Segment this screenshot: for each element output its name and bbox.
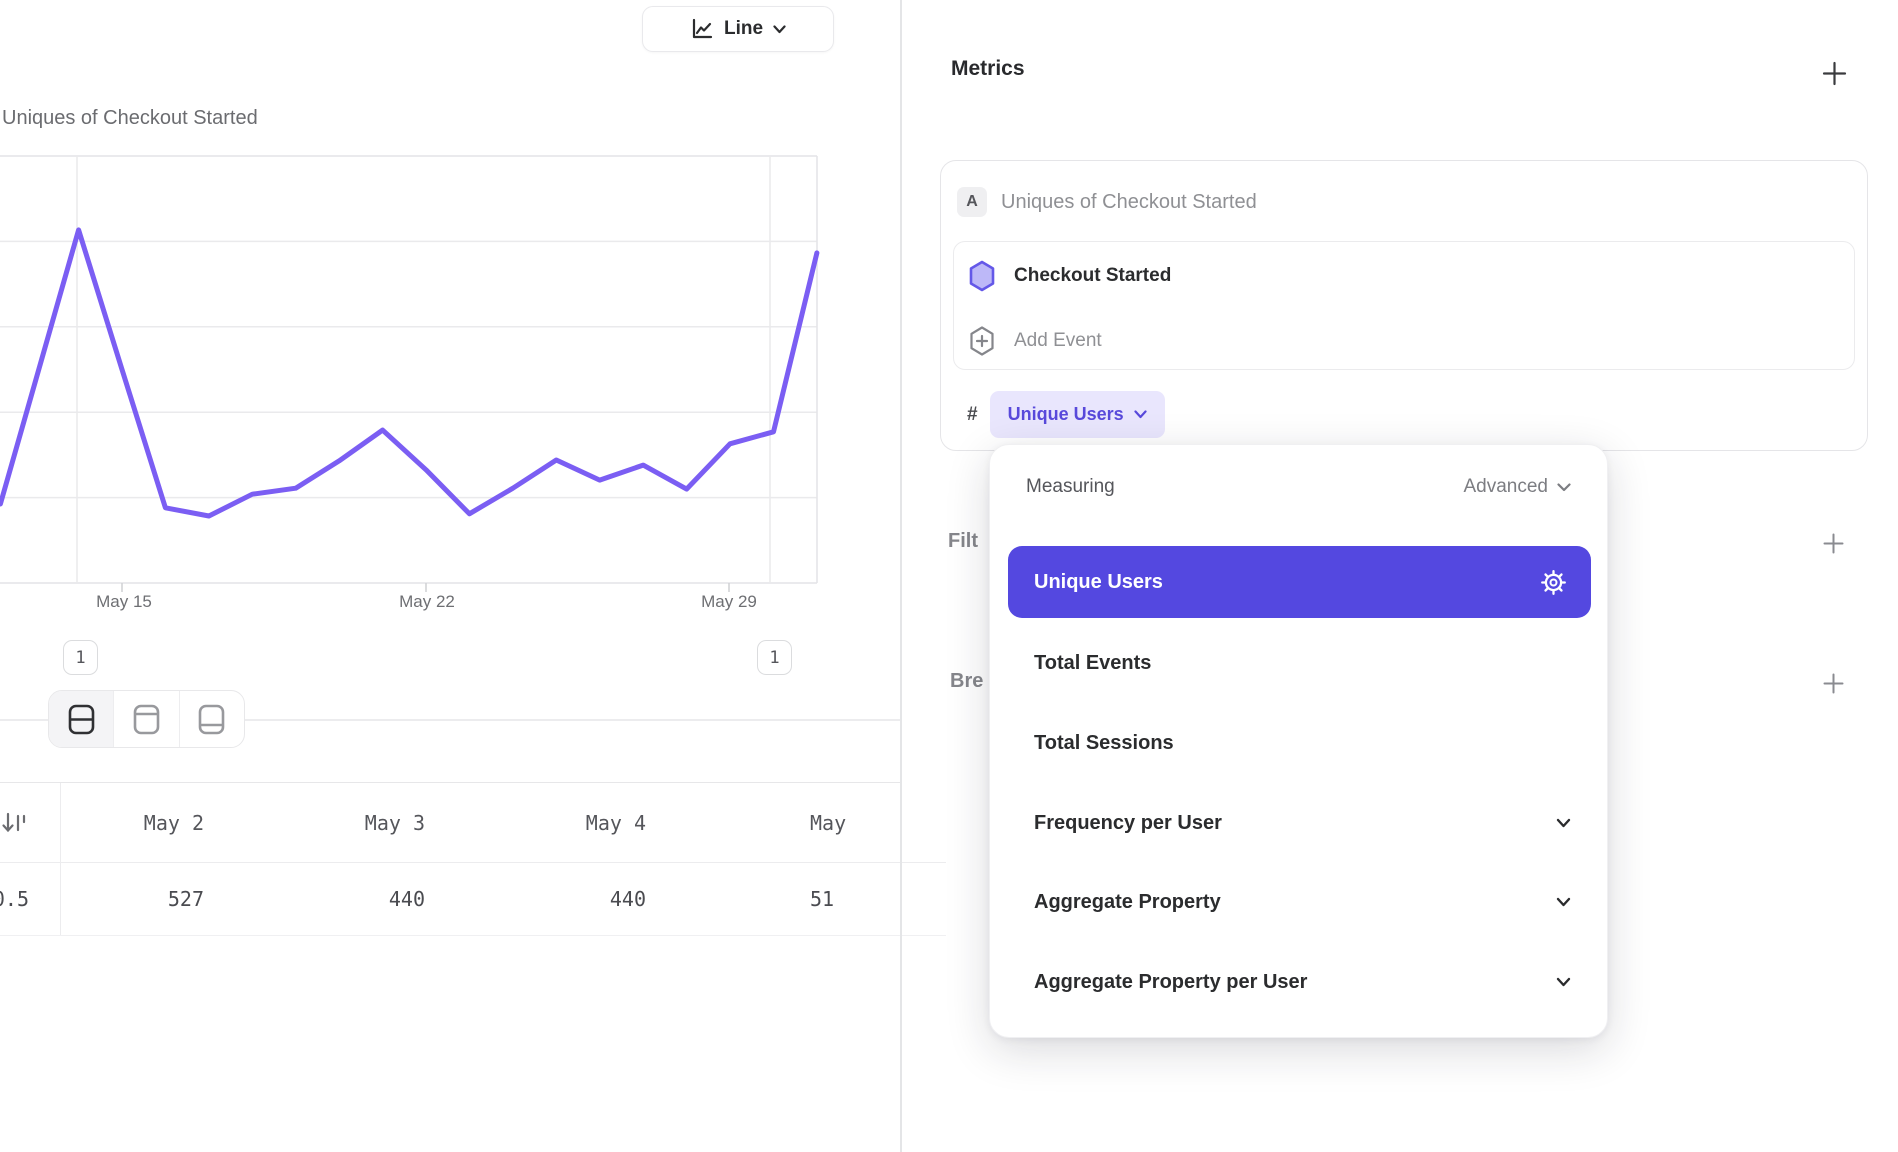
option-frequency-per-user[interactable]: Frequency per User [1034,800,1571,846]
option-total-events[interactable]: Total Events [1034,640,1571,686]
dropdown-header: Measuring Advanced [1026,476,1571,498]
section-divider [0,719,900,721]
option-label: Total Events [1034,651,1152,674]
table-value: 51 [810,887,835,911]
option-label: Frequency per User [1034,811,1222,834]
metric-title-row[interactable]: A Uniques of Checkout Started [957,187,1257,217]
annotation-badge[interactable]: 1 [757,640,792,675]
measure-row: # Unique Users [967,391,1165,438]
split-view-icon [68,704,95,735]
event-hexagon-icon [968,260,996,292]
top-panel-icon [133,704,160,735]
measurement-chip[interactable]: Unique Users [989,391,1165,438]
add-breakdown-button[interactable] [1823,673,1844,694]
advanced-toggle[interactable]: Advanced [1463,476,1571,498]
layout-split-button[interactable] [49,691,114,747]
option-label: Aggregate Property [1034,890,1221,913]
metric-letter-badge: A [957,187,987,217]
metric-card: A Uniques of Checkout Started Checkout S… [940,160,1868,451]
annotation-badge[interactable]: 1 [63,640,98,675]
results-table: May 2 May 3 May 4 May 0.5 527 440 440 51 [0,782,946,936]
plus-icon [1823,533,1844,554]
selected-option-label: Unique Users [1034,570,1163,593]
chevron-down-icon [1134,410,1147,419]
chevron-down-icon [1557,482,1571,492]
metric-name: Uniques of Checkout Started [1001,190,1257,213]
table-header-row: May 2 May 3 May 4 May [0,783,946,863]
add-filter-button[interactable] [1823,533,1844,554]
layout-toggle-group [48,690,245,748]
option-label: Aggregate Property per User [1034,970,1308,993]
chart-title: Uniques of Checkout Started [2,107,258,129]
measuring-label: Measuring [1026,476,1115,497]
table-col-header[interactable]: May 3 [364,810,425,835]
gear-icon[interactable] [1540,569,1567,596]
advanced-label: Advanced [1463,476,1548,497]
add-event-icon [968,325,996,357]
table-value: 440 [388,887,425,911]
chevron-down-icon [1556,897,1571,907]
x-tick-may-22: May 22 [399,592,455,611]
option-label: Total Sessions [1034,731,1174,754]
event-item[interactable]: Checkout Started [968,254,1171,298]
metrics-heading: Metrics [951,57,1025,80]
table-value: 527 [167,887,204,911]
option-unique-users-selected[interactable]: Unique Users [1008,546,1591,618]
panel-divider [900,0,902,1152]
add-metric-button[interactable] [1822,61,1847,86]
chart-type-button[interactable]: Line [642,6,834,52]
layout-bottom-button[interactable] [178,691,244,747]
plus-icon [1822,61,1847,86]
plus-icon [1823,673,1844,694]
option-aggregate-property[interactable]: Aggregate Property [1034,879,1571,925]
bottom-panel-icon [198,704,225,735]
series-line [0,227,820,519]
table-col-header[interactable]: May 2 [143,810,204,835]
option-aggregate-property-per-user[interactable]: Aggregate Property per User [1034,959,1571,1005]
x-tick-may-29: May 29 [701,592,757,611]
table-col-header[interactable]: May 4 [585,810,646,835]
line-chart-icon [690,17,714,41]
add-event-label: Add Event [1014,330,1102,351]
number-sign-icon: # [967,403,978,425]
table-row[interactable]: 0.5 527 440 440 51 [0,863,946,936]
events-box: Checkout Started Add Event [953,241,1855,370]
filters-section-label: Filt [948,530,978,552]
line-chart [0,155,820,592]
x-tick-may-15: May 15 [96,592,152,611]
chart-type-label: Line [723,18,764,39]
sort-icon [1,810,29,836]
chevron-down-icon [1556,977,1571,987]
table-frozen-value: 0.5 [0,863,61,935]
table-value: 440 [609,887,646,911]
breakdowns-section-label: Bre [950,670,984,692]
table-col-header[interactable]: May [810,810,847,835]
measuring-dropdown: Measuring Advanced Unique Users Total Ev… [989,444,1608,1038]
table-sort-header[interactable] [0,783,61,862]
option-total-sessions[interactable]: Total Sessions [1034,720,1571,766]
measurement-chip-label: Unique Users [1007,404,1124,424]
event-name: Checkout Started [1014,265,1172,286]
add-event-button[interactable]: Add Event [968,319,1102,363]
chevron-down-icon [773,24,786,34]
layout-top-button[interactable] [113,691,178,747]
chevron-down-icon [1556,818,1571,828]
